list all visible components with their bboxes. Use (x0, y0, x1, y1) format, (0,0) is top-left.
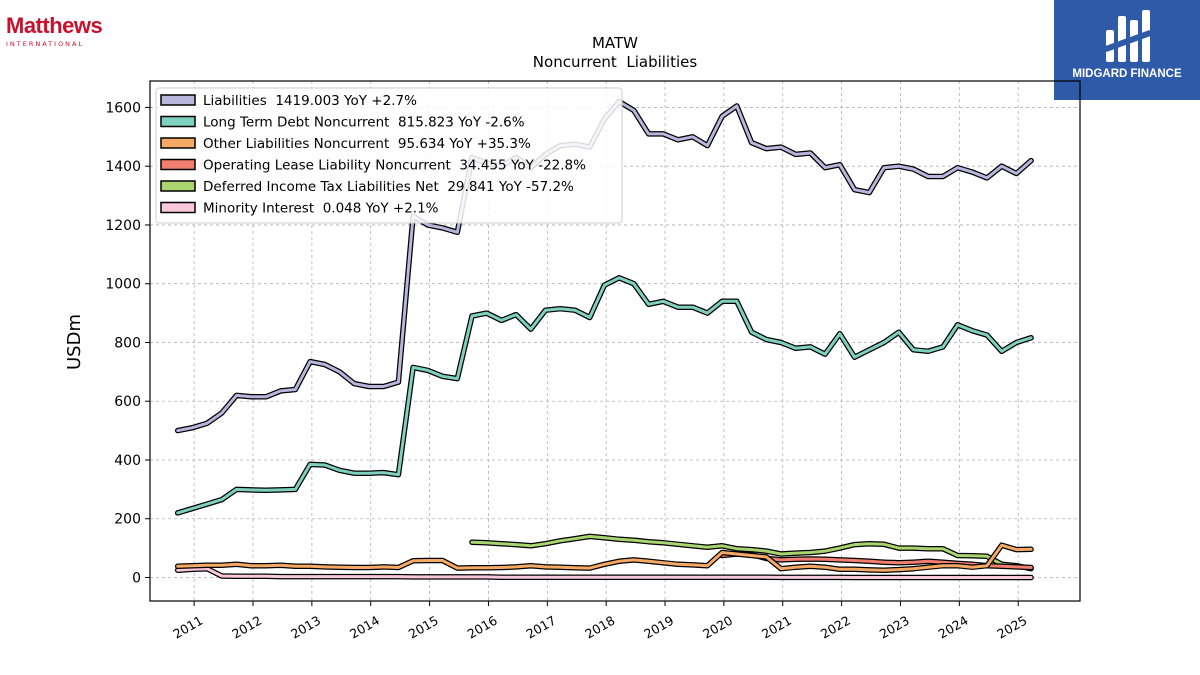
y-tick-label: 1600 (105, 100, 141, 116)
x-tick-label: 2015 (406, 613, 441, 642)
series-line (176, 276, 1033, 515)
legend-label: Other Liabilities Noncurrent 95.634 YoY … (203, 136, 531, 152)
midgard-mark-icon (1104, 10, 1152, 62)
plot-frame (149, 80, 1081, 602)
matthews-logo-sub: INTERNATIONAL (6, 40, 85, 48)
series-other-liabilities-noncurrent (174, 542, 1034, 573)
legend-swatch (160, 115, 196, 128)
x-tick-label: 2022 (818, 613, 853, 642)
series-line-outline (174, 275, 1034, 516)
x-tick-label: 2013 (288, 613, 323, 642)
y-tick-label: 1000 (105, 277, 141, 293)
y-tick-label: 400 (114, 453, 141, 469)
x-tick-label: 2025 (994, 613, 1029, 642)
chart-title: MATW (592, 34, 638, 52)
legend-swatch (160, 158, 196, 171)
y-tick-label: 1200 (105, 218, 141, 234)
legend-label: Minority Interest 0.048 YoY +2.1% (203, 201, 439, 217)
x-tick-label: 2018 (582, 613, 617, 642)
series-long-term-debt-noncurrent (174, 275, 1034, 516)
series-deferred-income-tax-liabilities-net (469, 533, 1034, 572)
y-tick-label: 800 (114, 335, 141, 351)
y-tick-label: 1400 (105, 159, 141, 175)
series-line (176, 543, 1033, 572)
legend-label: Operating Lease Liability Noncurrent 34.… (203, 158, 586, 174)
midgard-finance-logo: MIDGARD FINANCE (1054, 0, 1200, 100)
matthews-logo-brand: Matthews (6, 13, 103, 38)
y-axis-label: USDm (64, 314, 85, 370)
legend-swatch (160, 94, 196, 106)
x-tick-label: 2019 (641, 613, 676, 642)
chart-subtitle: Noncurrent Liabilities (533, 53, 698, 71)
series-line (176, 567, 1033, 579)
legend-label: Long Term Debt Noncurrent 815.823 YoY -2… (203, 115, 525, 131)
legend: Liabilities 1419.003 YoY +2.7% Long Term … (155, 87, 623, 224)
matthews-logo: Matthews INTERNATIONAL (6, 13, 116, 49)
x-tick-label: 2016 (465, 613, 500, 642)
legend-swatch (160, 137, 196, 149)
x-tick-label: 2021 (759, 613, 794, 642)
x-tick-label: 2023 (877, 613, 912, 642)
legend-label: Liabilities 1419.003 YoY +2.7% (203, 93, 417, 109)
x-tick-label: 2024 (936, 613, 971, 642)
x-tick-label: 2017 (524, 613, 559, 642)
y-tick-label: 200 (114, 512, 141, 528)
midgard-logo-name: MIDGARD FINANCE (1072, 68, 1182, 80)
series-line (470, 534, 1033, 571)
legend-swatch (160, 201, 196, 214)
x-tick-label: 2020 (700, 613, 735, 642)
x-tick-label: 2014 (347, 613, 382, 642)
x-tick-label: 2012 (229, 613, 264, 642)
x-tick-label: 2011 (170, 613, 205, 642)
y-tick-label: 0 (132, 570, 141, 586)
legend-label: Deferred Income Tax Liabilities Net 29.8… (203, 179, 574, 195)
y-tick-label: 600 (114, 394, 141, 410)
series-layer (174, 98, 1034, 581)
legend-box (155, 87, 623, 224)
legend-swatch (160, 180, 196, 192)
series-minority-interest (174, 565, 1034, 581)
